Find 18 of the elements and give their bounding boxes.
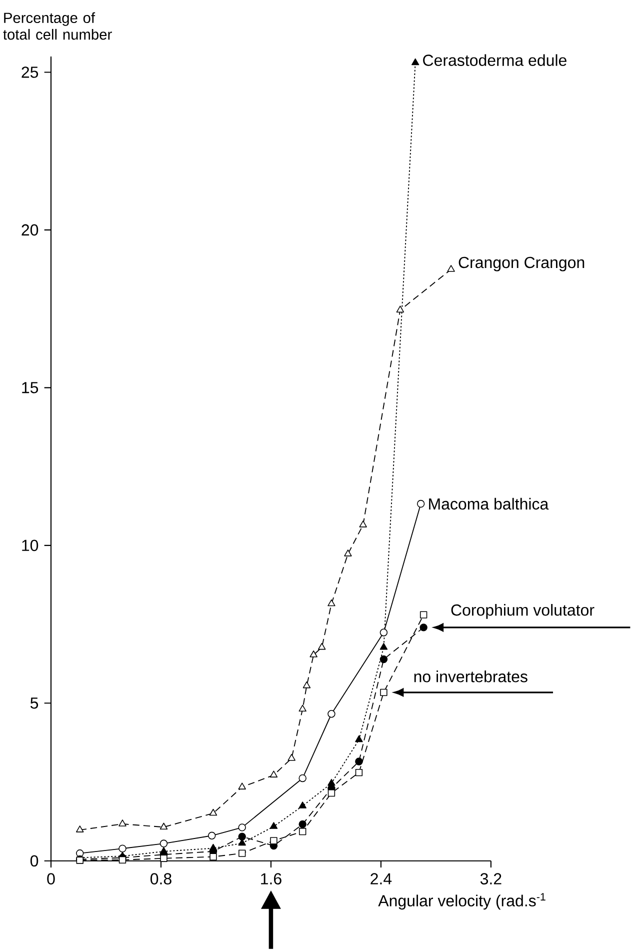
series-label: Crangon Crangon [458, 256, 584, 272]
y-tick-label: 0 [30, 855, 38, 867]
y-tick-label: 10 [22, 540, 38, 552]
series-label: Macoma balthica [429, 498, 549, 510]
y-axis-title: Percentage of total cell number [3, 12, 112, 40]
x-tick-label: 1.6 [261, 873, 282, 884]
x-tick-label: 0 [47, 873, 55, 884]
x-axis-title: Angular velocity (rad.s$^{-1}$ [378, 893, 546, 910]
y-tick-label: 15 [22, 382, 38, 394]
y-tick-label: 5 [30, 698, 38, 709]
x-tick-label: 3.2 [480, 873, 502, 884]
series-label: Corophium volutator [451, 604, 594, 619]
y-tick-label: 25 [22, 66, 38, 78]
x-tick-label: 2.4 [370, 873, 392, 884]
x-tick-label: 0.8 [150, 873, 172, 884]
y-tick-label: 20 [22, 224, 38, 236]
series-label: Cerastoderma edule [423, 54, 566, 66]
series-label: no invertebrates [414, 670, 528, 682]
